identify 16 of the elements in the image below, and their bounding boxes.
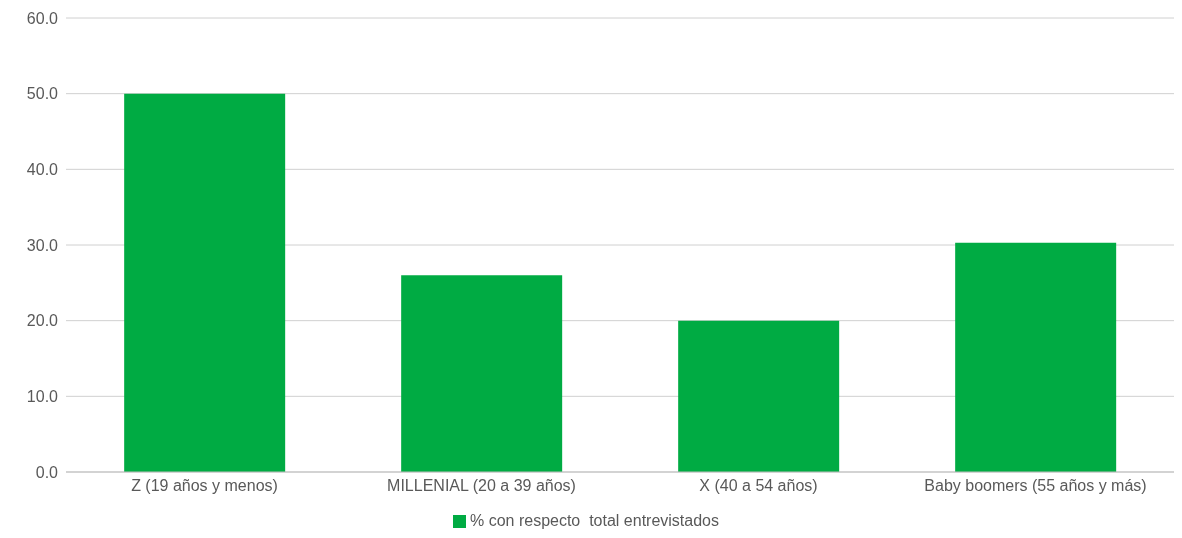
bar xyxy=(124,93,286,472)
legend-label: % con respecto total entrevistados xyxy=(469,512,720,529)
x-tick-label: X (40 a 54 años) xyxy=(699,477,818,495)
bar xyxy=(401,275,563,472)
bar xyxy=(678,320,840,472)
y-tick-label: 10.0 xyxy=(26,388,59,406)
x-tick-label: MILLENIAL (20 a 39 años) xyxy=(387,477,576,495)
y-tick-label: 60.0 xyxy=(26,9,59,27)
y-tick-label: 50.0 xyxy=(26,85,59,103)
bar xyxy=(955,242,1117,472)
y-tick-label: 30.0 xyxy=(26,236,59,254)
x-tick-label: Z (19 años y menos) xyxy=(131,477,278,495)
y-tick-label: 0.0 xyxy=(35,463,59,481)
y-tick-label: 20.0 xyxy=(26,312,59,330)
x-tick-label: Baby boomers (55 años y más) xyxy=(924,477,1147,495)
y-tick-label: 40.0 xyxy=(26,161,59,179)
